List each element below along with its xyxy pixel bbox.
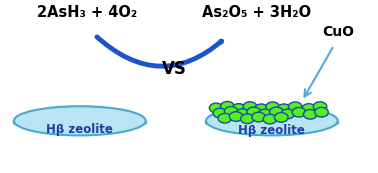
Text: 2AsH₃ + 4O₂: 2AsH₃ + 4O₂ <box>37 5 138 20</box>
Ellipse shape <box>292 107 306 117</box>
Ellipse shape <box>266 102 279 112</box>
Ellipse shape <box>288 102 302 112</box>
Ellipse shape <box>315 107 328 117</box>
Ellipse shape <box>232 104 245 113</box>
Ellipse shape <box>225 107 238 116</box>
Ellipse shape <box>206 115 338 130</box>
Ellipse shape <box>258 109 272 119</box>
Text: Hβ zeolite: Hβ zeolite <box>46 123 113 136</box>
Ellipse shape <box>236 109 249 119</box>
Ellipse shape <box>209 103 223 113</box>
Ellipse shape <box>218 113 232 123</box>
Ellipse shape <box>14 106 146 135</box>
Ellipse shape <box>229 112 243 121</box>
Ellipse shape <box>263 114 277 124</box>
Ellipse shape <box>252 112 265 122</box>
Polygon shape <box>206 121 338 123</box>
Ellipse shape <box>254 104 268 114</box>
Ellipse shape <box>304 110 317 119</box>
Ellipse shape <box>281 109 294 119</box>
Text: VS: VS <box>161 60 186 78</box>
Text: Hβ zeolite: Hβ zeolite <box>239 124 305 137</box>
Ellipse shape <box>313 102 327 111</box>
Ellipse shape <box>277 104 291 114</box>
Ellipse shape <box>247 107 260 117</box>
Ellipse shape <box>14 115 146 130</box>
FancyArrowPatch shape <box>97 37 222 66</box>
Text: CuO: CuO <box>322 25 354 39</box>
Ellipse shape <box>206 106 338 135</box>
Text: As₂O₅ + 3H₂O: As₂O₅ + 3H₂O <box>202 5 311 20</box>
Ellipse shape <box>274 113 288 122</box>
Ellipse shape <box>270 107 283 117</box>
Ellipse shape <box>221 101 234 111</box>
Ellipse shape <box>302 104 316 113</box>
Ellipse shape <box>213 108 227 118</box>
Polygon shape <box>14 121 146 123</box>
Ellipse shape <box>240 114 254 124</box>
Ellipse shape <box>243 102 257 111</box>
